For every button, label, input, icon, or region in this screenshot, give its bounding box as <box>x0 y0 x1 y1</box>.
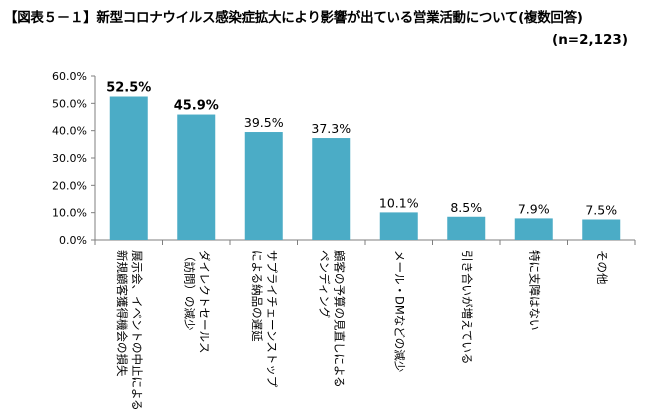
y-tick-label: 50.0% <box>52 97 87 110</box>
x-category-label: ペンディング <box>317 250 331 319</box>
y-tick-label: 60.0% <box>52 70 87 83</box>
data-label: 7.9% <box>518 201 550 216</box>
y-tick-label: 10.0% <box>52 207 87 220</box>
x-category-label: サプライチェーンストップ <box>265 250 279 388</box>
x-category-label: （訪問）の減少 <box>182 250 196 331</box>
data-label: 45.9% <box>174 99 219 114</box>
x-category-label: による納品の遅延 <box>250 250 264 342</box>
bar <box>447 216 486 240</box>
bar <box>582 219 621 240</box>
data-label: 8.5% <box>450 200 482 215</box>
y-tick-label: 40.0% <box>52 125 87 138</box>
data-label: 10.1% <box>379 195 419 210</box>
chart-title: 【図表５－１】新型コロナウイルス感染症拡大により影響が出ている営業活動について(… <box>4 10 583 26</box>
x-category-label: メール・DMなどの減少 <box>392 250 406 372</box>
y-tick-label: 30.0% <box>52 152 87 165</box>
y-tick-label: 0.0% <box>59 234 87 247</box>
bar <box>514 218 553 240</box>
sample-size-label: (n=2,123) <box>552 32 628 48</box>
data-label: 39.5% <box>244 115 284 130</box>
bar <box>379 212 418 240</box>
bar <box>312 138 351 240</box>
bar <box>244 132 283 240</box>
x-category-label: 顧客の予算の見直しによる <box>332 250 346 388</box>
x-category-label: 特に支障はない <box>527 250 541 331</box>
bar <box>109 96 148 240</box>
x-category-label: 展示会、イベントの中止による <box>130 250 144 411</box>
x-category-label: その他 <box>595 250 609 285</box>
data-label: 7.5% <box>585 203 617 218</box>
data-label: 52.5% <box>106 81 151 96</box>
data-label: 37.3% <box>311 121 351 136</box>
x-category-label: 新規顧客獲得機会の損失 <box>115 250 129 377</box>
x-category-label: 引き合いが増えている <box>460 250 474 364</box>
bar <box>177 114 216 240</box>
x-category-label: ダイレクトセールス <box>197 250 211 354</box>
y-tick-label: 20.0% <box>52 179 87 192</box>
